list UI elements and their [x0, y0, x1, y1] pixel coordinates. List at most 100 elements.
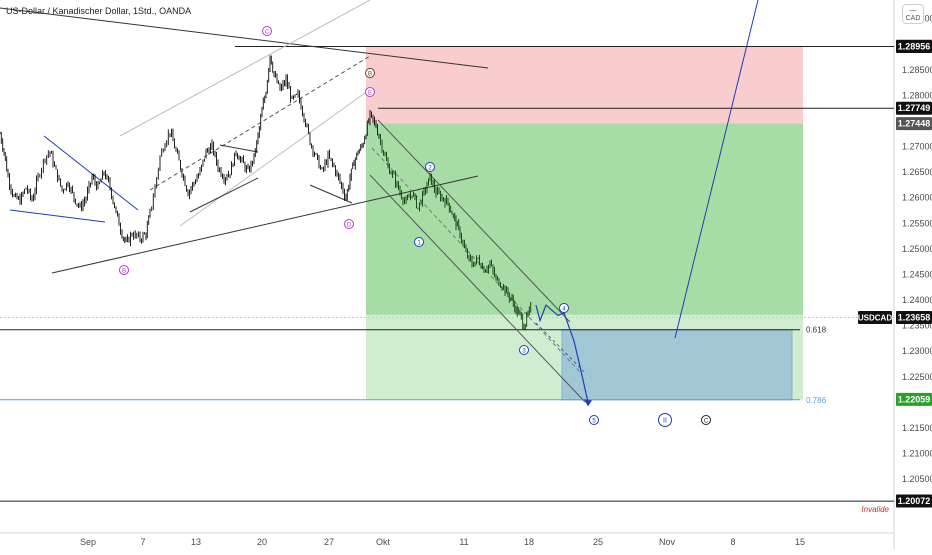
- wave-7-label: 3: [522, 349, 526, 355]
- time-axis[interactable]: Sep 7 13 20 27 Okt 11 18 25 Nov 8 15: [80, 537, 805, 547]
- price-tag-3-bg: [896, 117, 932, 131]
- wave-1-label: B: [122, 269, 126, 275]
- wave-4-circle: [365, 87, 375, 97]
- currency-button[interactable]: — CAD: [902, 4, 924, 24]
- x-tick-4: 27: [324, 537, 334, 547]
- target-box: [561, 329, 793, 401]
- price-tag-6-bg: [896, 494, 932, 508]
- x-tick-2: 13: [191, 537, 201, 547]
- fib-0786-label: 0.786: [806, 396, 827, 405]
- y-tick-1.285: 1.28500: [902, 65, 932, 75]
- y-tick-1.235: 1.23500: [902, 321, 932, 331]
- price-tag-5-bg: [896, 392, 932, 406]
- channel-mid-line: [149, 55, 371, 191]
- x-tick-3: 20: [257, 537, 267, 547]
- y-tick-1.210: 1.21000: [902, 449, 932, 459]
- down-channel-upper-line: [377, 119, 571, 323]
- x-tick-9: Nov: [659, 537, 676, 547]
- price-axis[interactable]: 1.200001.205001.210001.215001.220001.225…: [902, 14, 932, 510]
- price-tag-6-label: 1.20072: [898, 496, 931, 506]
- price-tag-4-bg: [896, 311, 932, 325]
- y-tick-1.250: 1.25000: [902, 244, 932, 254]
- flag-upper-line: [43, 135, 139, 211]
- fib-0618-label: 0.618: [806, 326, 827, 335]
- y-tick-1.230: 1.23000: [902, 346, 932, 356]
- symbol-label-bg: [858, 311, 892, 325]
- wave-10-label: II: [663, 418, 667, 425]
- price-tag-2-bg: [896, 101, 932, 115]
- y-tick-1.270: 1.27000: [902, 142, 932, 152]
- wave-8-circle: [559, 303, 569, 313]
- wave-5-circle: [425, 162, 435, 172]
- channel-lower-line: [179, 87, 373, 227]
- y-tick-1.240: 1.24000: [902, 295, 932, 305]
- impulse-up-line: [674, 0, 759, 339]
- wave-11-label: C: [704, 419, 709, 425]
- x-tick-0: Sep: [80, 537, 96, 547]
- wave-0-label: C: [265, 30, 270, 36]
- wave-3-circle: [365, 68, 375, 78]
- x-tick-10: 8: [730, 537, 735, 547]
- wedge-upper-line: [0, 7, 489, 69]
- invalid-label: Invalide: [861, 505, 889, 514]
- symbol-label: USDCAD: [858, 314, 892, 323]
- flag-lower-line: [9, 209, 106, 223]
- price-tag-2-label: 1.27749: [898, 103, 931, 113]
- x-tick-5: Okt: [376, 537, 391, 547]
- wave-9-circle: [589, 415, 599, 425]
- chart-title: US-Dollar / Kanadischer Dollar, 1Std., O…: [6, 6, 192, 16]
- triangle-lower-line: [219, 144, 259, 153]
- wave-6-label: 1: [417, 241, 421, 247]
- wedge-b-upper-line: [309, 184, 353, 204]
- price-tag-1-bg: [896, 40, 932, 54]
- position-zones: [366, 46, 803, 401]
- wave-3-label: B: [368, 72, 372, 78]
- wave-1-circle: [119, 265, 129, 275]
- x-tick-11: 15: [795, 537, 805, 547]
- price-tag-5-label: 1.22059: [898, 394, 931, 404]
- wave-2-label: D: [347, 223, 352, 229]
- trend-lines: [0, 0, 759, 403]
- x-tick-7: 18: [524, 537, 534, 547]
- wave-5-label: 2: [428, 166, 432, 172]
- y-tick-1.255: 1.25500: [902, 218, 932, 228]
- price-tag-1-label: 1.28956: [898, 42, 931, 52]
- stop-loss-zone: [366, 46, 803, 124]
- y-tick-1.265: 1.26500: [902, 167, 932, 177]
- y-tick-1.215: 1.21500: [902, 423, 932, 433]
- projected-wave-path: [535, 304, 589, 403]
- projection-dashed-line: [535, 322, 585, 372]
- down-channel-lower-line: [369, 174, 586, 403]
- wave-2-circle: [344, 219, 354, 229]
- wave-6-circle: [414, 237, 424, 247]
- currency-button-label: CAD: [905, 15, 921, 22]
- x-tick-8: 25: [593, 537, 603, 547]
- projection-path: [535, 304, 592, 407]
- y-tick-1.280: 1.28000: [902, 90, 932, 100]
- price-tag-4-label: 1.23658: [898, 313, 931, 323]
- projection-arrowhead: [584, 399, 592, 407]
- horizontal-lines: 0.618 0.786 Invalide: [0, 46, 894, 514]
- y-tick-1.245: 1.24500: [902, 270, 932, 280]
- wave-0-circle: [262, 26, 272, 36]
- wedge-lower-line: [51, 175, 479, 274]
- triangle-upper-line: [189, 177, 259, 213]
- y-tick-1.225: 1.22500: [902, 372, 932, 382]
- price-tags: 1.289631.289561.277491.274481.236581.220…: [858, 39, 932, 508]
- y-tick-1.260: 1.26000: [902, 193, 932, 203]
- wave-11-circle: [701, 415, 711, 425]
- x-tick-1: 7: [140, 537, 145, 547]
- y-tick-1.205: 1.20500: [902, 474, 932, 484]
- channel-upper-line: [119, 0, 371, 137]
- x-tick-6: 11: [459, 537, 468, 547]
- wave-8-label: 4: [562, 307, 566, 313]
- price-tag-3-label: 1.27448: [898, 119, 931, 129]
- currency-button-icon: —: [909, 7, 917, 14]
- take-profit-zone: [366, 123, 803, 315]
- down-channel-mid-line: [371, 147, 581, 373]
- wave-labels: C B D B E 2 1 3 4 5 II C: [119, 26, 711, 427]
- wave-9-label: 5: [592, 419, 596, 425]
- wave-10-circle: [658, 413, 672, 427]
